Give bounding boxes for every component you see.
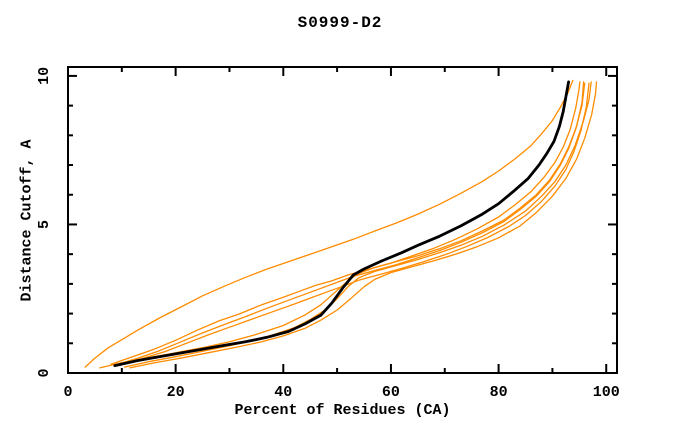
curve-orange-7	[129, 81, 598, 369]
x-tick-label: 60	[382, 384, 400, 401]
y-tick-label: 5	[36, 220, 53, 229]
x-tick-label: 100	[593, 384, 620, 401]
y-axis-label: Distance Cutoff, A	[18, 139, 36, 302]
y-tick-label: 0	[36, 368, 53, 377]
x-tick-label: 0	[63, 384, 72, 401]
plot-frame	[67, 66, 618, 374]
curve-orange-1	[84, 79, 574, 368]
y-tick-label: 10	[36, 67, 53, 85]
curve-orange-4	[115, 82, 586, 366]
curve-black-main	[113, 80, 570, 367]
x-tick-label: 40	[274, 384, 292, 401]
x-tick-label: 20	[167, 384, 185, 401]
x-axis-label: Percent of Residues (CA)	[234, 402, 451, 419]
x-tick-label: 80	[490, 384, 508, 401]
plot-title: S0999-D2	[297, 14, 383, 32]
curve-orange-3	[110, 81, 581, 365]
curve-orange-5	[118, 82, 590, 367]
